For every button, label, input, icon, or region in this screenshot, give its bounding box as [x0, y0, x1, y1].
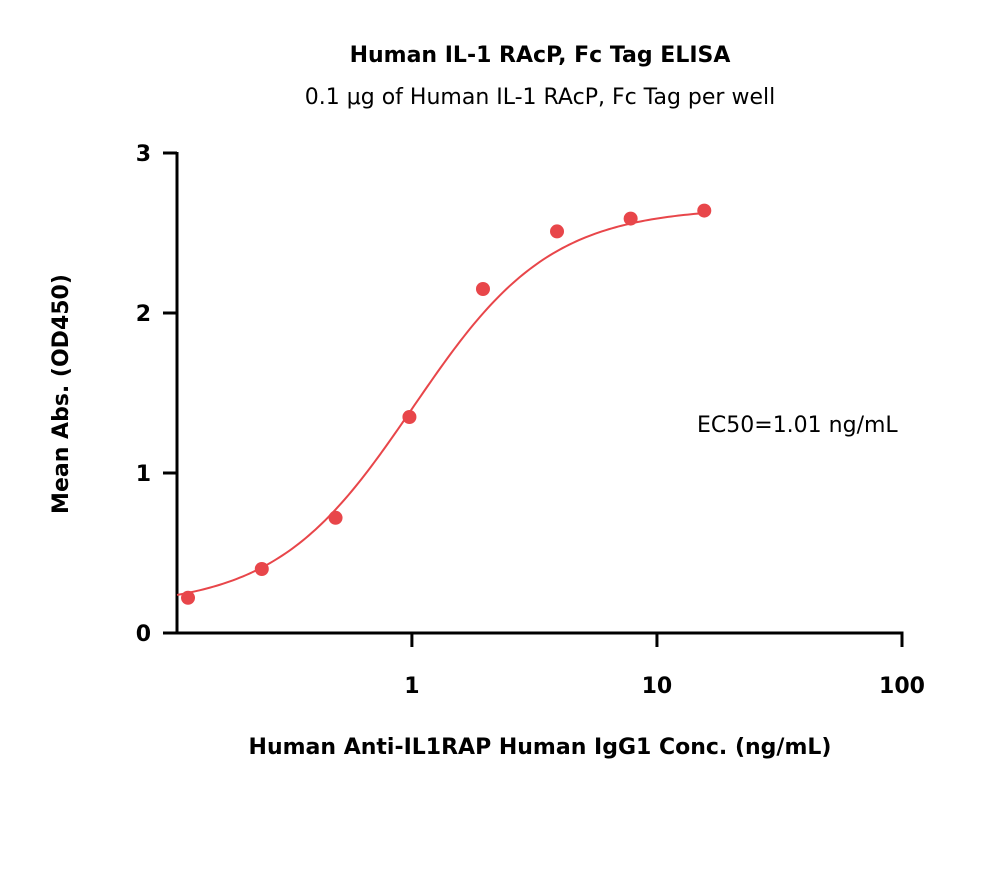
y-axis-ticks: 0 1 2 3 [136, 142, 177, 647]
y-tick-label: 3 [136, 142, 151, 167]
data-point [328, 510, 343, 525]
data-point [254, 562, 269, 576]
axes [175, 152, 904, 635]
chart-subtitle: 0.1 μg of Human IL-1 RAcP, Fc Tag per we… [305, 85, 775, 110]
y-axis-title: Mean Abs. (OD450) [49, 274, 74, 514]
data-point [697, 203, 712, 218]
data-point [475, 282, 490, 296]
y-tick-label: 1 [136, 462, 151, 487]
data-point [181, 590, 196, 605]
data-point [402, 410, 417, 424]
fit-curve [176, 212, 705, 596]
x-axis-ticks: 1 10 100 [404, 633, 925, 699]
data-points [181, 203, 712, 605]
data-point [623, 211, 638, 226]
x-tick-label: 1 [404, 674, 419, 699]
data-point [550, 224, 565, 239]
chart-title: Human IL-1 RAcP, Fc Tag ELISA [350, 43, 731, 68]
y-tick-label: 2 [136, 302, 151, 327]
x-tick-label: 10 [642, 674, 673, 699]
ec50-annotation: EC50=1.01 ng/mL [697, 413, 898, 438]
x-tick-label: 100 [879, 674, 925, 699]
y-tick-label: 0 [136, 622, 151, 647]
x-axis-title: Human Anti-IL1RAP Human IgG1 Conc. (ng/m… [249, 735, 832, 760]
